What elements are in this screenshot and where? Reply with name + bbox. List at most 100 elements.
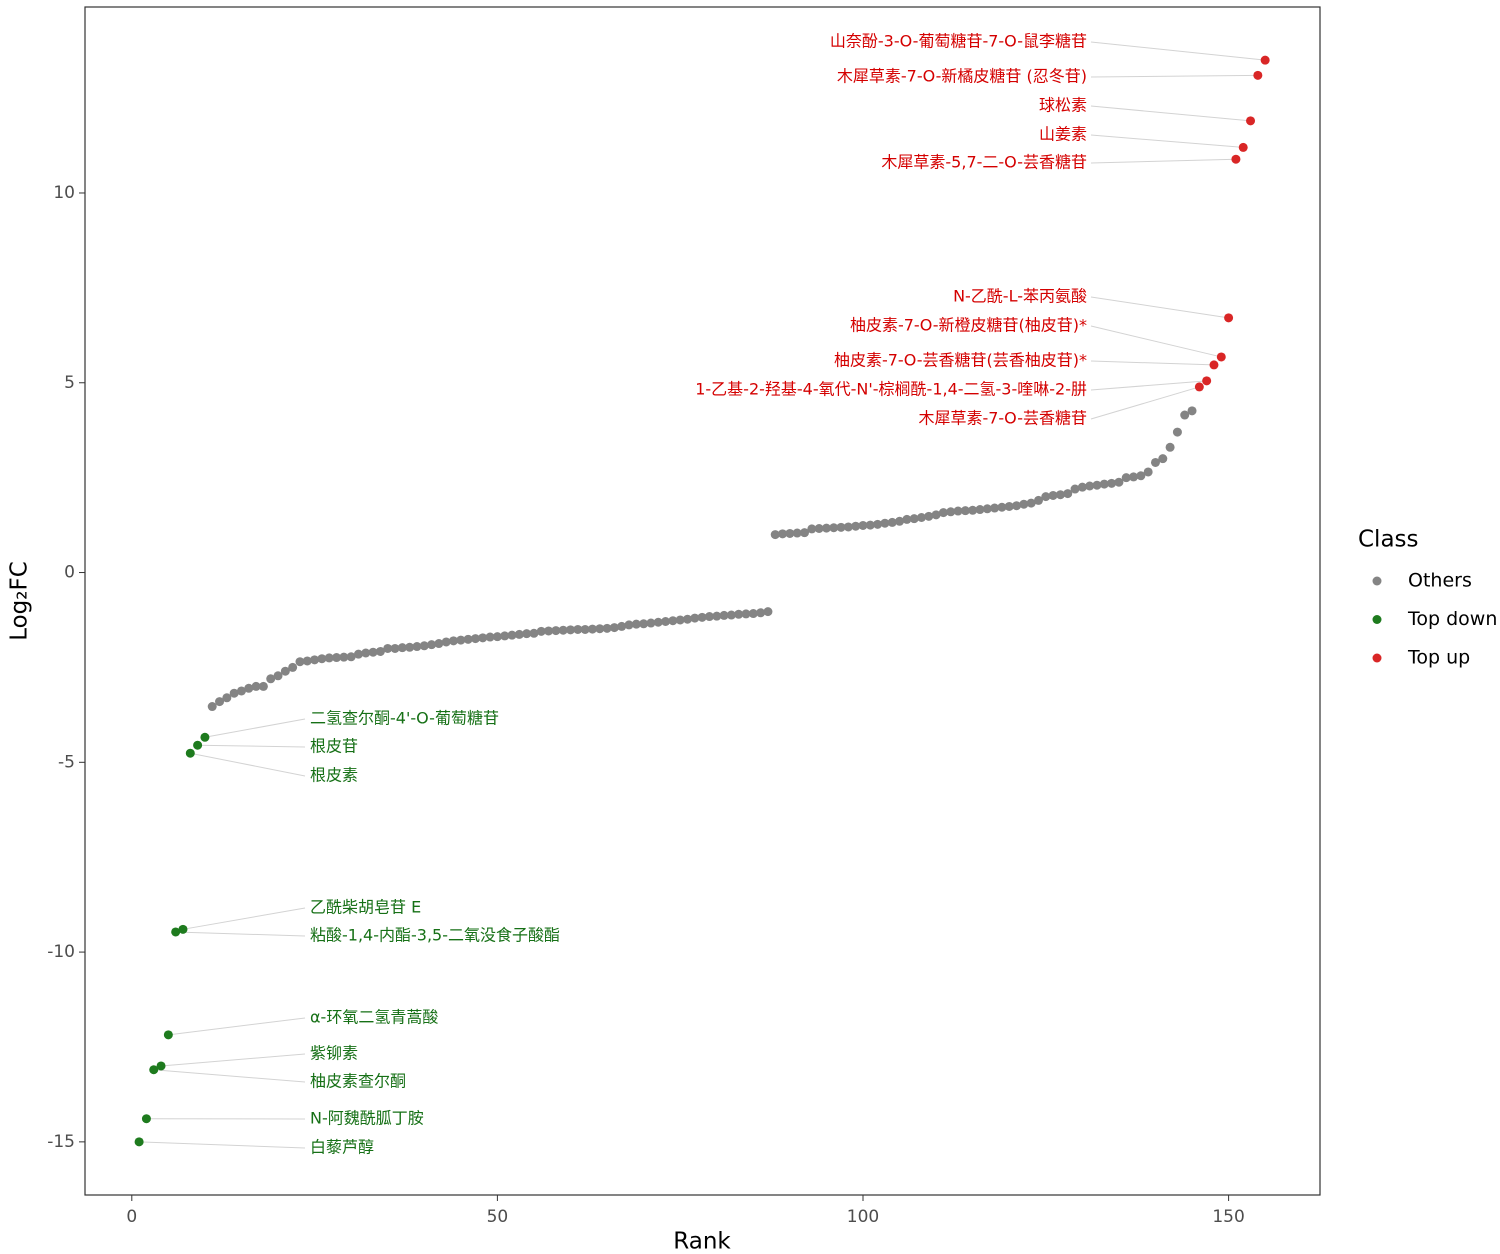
point <box>551 626 561 636</box>
leader-line <box>1090 380 1207 391</box>
leader-line <box>153 1069 306 1083</box>
point <box>1187 406 1197 416</box>
point <box>405 642 415 652</box>
point <box>1048 490 1058 500</box>
point <box>529 628 539 638</box>
point <box>207 702 217 712</box>
point <box>843 522 853 532</box>
point <box>829 523 839 533</box>
leader-line <box>139 1141 306 1149</box>
point <box>946 507 956 517</box>
point <box>1085 481 1095 491</box>
point <box>756 608 766 618</box>
point <box>178 924 188 934</box>
point <box>924 511 934 521</box>
point-label: 二氢查尔酮-4'-O-葡萄糖苷 <box>310 709 499 728</box>
point <box>1026 498 1036 508</box>
point <box>236 686 246 696</box>
plot-frame <box>84 6 1321 1196</box>
point <box>661 616 671 626</box>
point <box>887 517 897 527</box>
y-tick-label: 0 <box>64 563 75 583</box>
y-tick-label: 5 <box>64 373 75 393</box>
point <box>953 506 963 516</box>
point <box>1063 489 1073 499</box>
point <box>478 633 488 643</box>
point <box>814 524 824 534</box>
leader-line <box>1090 134 1244 148</box>
point <box>1107 478 1117 488</box>
point <box>968 505 978 515</box>
leader-line <box>175 931 306 937</box>
point <box>800 528 810 538</box>
point <box>463 634 473 644</box>
x-tick-label: 0 <box>126 1207 137 1227</box>
point <box>1092 480 1102 490</box>
legend-label: Top down <box>1407 608 1497 630</box>
point <box>536 626 546 636</box>
point <box>683 614 693 624</box>
point-label: 木犀草素-7-O-芸香糖苷 <box>918 409 1087 428</box>
point <box>1260 55 1270 65</box>
point <box>1136 471 1146 481</box>
point-label: 根皮苷 <box>310 737 358 756</box>
point <box>1253 70 1263 80</box>
y-axis-title: Log₂FC <box>7 561 33 641</box>
legend-marker <box>1372 576 1382 586</box>
leader-line <box>190 752 306 777</box>
point <box>990 503 1000 513</box>
point-label: 乙酰柴胡皂苷 E <box>310 898 421 917</box>
point <box>1041 492 1051 502</box>
point <box>193 740 203 750</box>
point <box>865 520 875 530</box>
legend-label: Others <box>1408 570 1472 592</box>
point <box>353 649 363 659</box>
point <box>704 612 714 622</box>
point <box>397 643 407 653</box>
point <box>909 514 919 524</box>
point <box>317 654 327 664</box>
point <box>1238 142 1248 152</box>
point <box>726 610 736 620</box>
point <box>288 662 298 672</box>
point <box>1209 360 1219 370</box>
point <box>156 1061 166 1071</box>
point <box>1216 352 1226 362</box>
x-tick-label: 50 <box>487 1207 509 1227</box>
point-label: 根皮素 <box>310 766 358 785</box>
point <box>310 655 320 665</box>
leader-line <box>1090 74 1258 78</box>
point <box>295 657 305 667</box>
point <box>485 632 495 642</box>
leader-line <box>161 1053 306 1067</box>
point <box>639 619 649 629</box>
point <box>449 636 459 646</box>
point <box>807 524 817 534</box>
point <box>1055 490 1065 500</box>
point <box>500 631 510 641</box>
point <box>785 528 795 538</box>
point <box>280 666 290 676</box>
x-tick-label: 100 <box>847 1207 879 1227</box>
leader-line <box>1090 360 1214 366</box>
point <box>141 1114 151 1124</box>
point-label: 紫铆素 <box>310 1044 358 1063</box>
legend-title: Class <box>1358 527 1419 553</box>
point <box>544 626 554 636</box>
point <box>895 516 905 526</box>
point <box>1194 382 1204 392</box>
point <box>383 643 393 653</box>
point <box>368 647 378 657</box>
point <box>558 625 568 635</box>
leader-line <box>182 907 306 930</box>
y-tick-label: -10 <box>47 942 75 962</box>
point <box>646 618 656 628</box>
point <box>419 641 429 651</box>
point <box>836 522 846 532</box>
point <box>763 607 773 617</box>
y-tick-label: 10 <box>53 183 75 203</box>
point-label: 柚皮素查尔酮 <box>310 1072 406 1091</box>
point <box>982 504 992 514</box>
point <box>222 693 232 703</box>
